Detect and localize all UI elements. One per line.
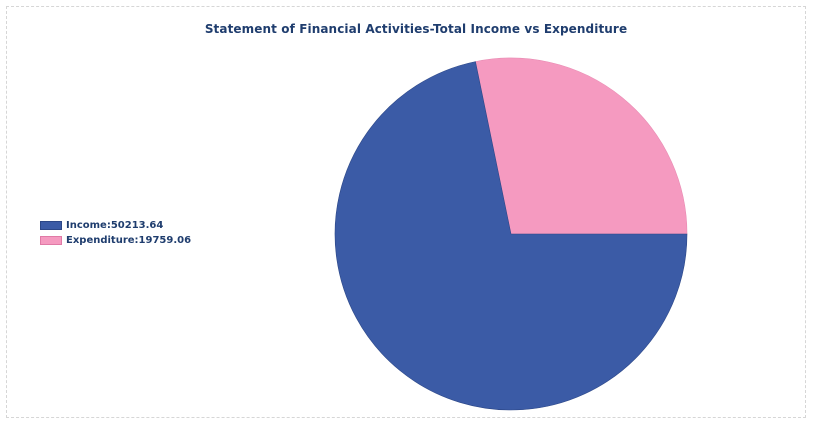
chart-title: Statement of Financial Activities-Total … — [204, 22, 628, 36]
chart-legend: Income:50213.64 Expenditure:19759.06 — [40, 218, 191, 248]
legend-item-expenditure: Expenditure:19759.06 — [40, 233, 191, 247]
legend-label-income: Income:50213.64 — [66, 219, 164, 231]
pie-slice-income — [334, 61, 688, 411]
legend-label-expenditure: Expenditure:19759.06 — [66, 234, 192, 246]
legend-item-income: Income:50213.64 — [40, 218, 191, 232]
legend-swatch-expenditure — [40, 235, 62, 245]
legend-swatch-income — [40, 220, 62, 230]
pie-slices — [334, 57, 688, 411]
pie-slice-expenditure — [475, 57, 688, 235]
